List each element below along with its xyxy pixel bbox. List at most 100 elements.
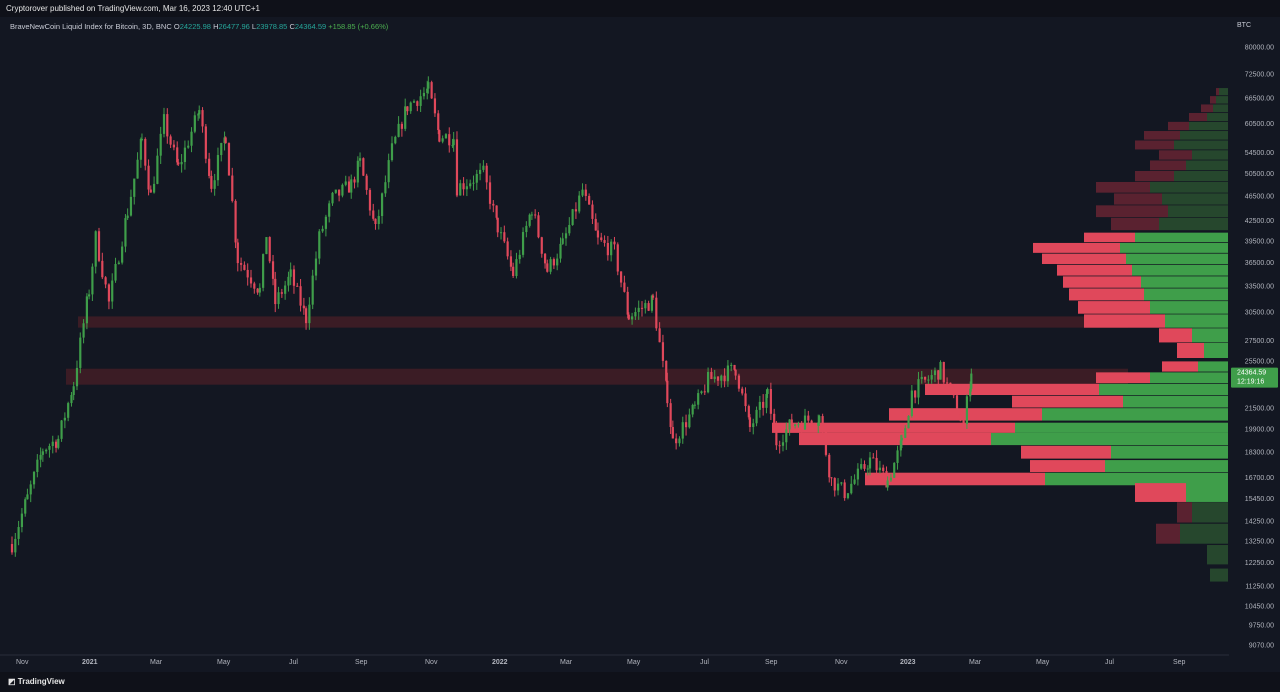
- candle-body: [223, 137, 226, 143]
- candle-body: [962, 420, 965, 425]
- candle-body: [124, 218, 127, 247]
- candle-body: [412, 101, 416, 103]
- candle-body: [234, 200, 237, 243]
- candle-body: [875, 457, 878, 471]
- candle-body: [243, 264, 246, 270]
- candle-body: [372, 210, 375, 219]
- candle-body: [515, 259, 518, 276]
- candle-body: [552, 259, 555, 266]
- candle-body: [41, 451, 44, 455]
- candle-body: [198, 110, 201, 115]
- candle-body: [836, 483, 840, 491]
- candle-body: [227, 143, 231, 176]
- candle-body: [619, 271, 623, 283]
- price-tick-label: 27500.00: [1245, 338, 1274, 345]
- candle-body: [923, 376, 927, 380]
- price-chart[interactable]: BTC 80000.00 72500.00 66500.00 60500.00 54500…: [0, 17, 1280, 672]
- candle-body: [556, 258, 559, 266]
- time-tick-label: May: [627, 659, 641, 666]
- candle-body: [139, 139, 142, 160]
- price-tick-label: 50500.00: [1245, 171, 1274, 178]
- candle-body: [32, 471, 36, 485]
- candle-body: [584, 189, 587, 196]
- candle-body: [177, 162, 180, 165]
- candle-body: [910, 390, 913, 416]
- candle-body: [634, 311, 637, 317]
- candle-body: [374, 218, 377, 225]
- volume-profile-up-bar: [1105, 460, 1228, 473]
- candle-body: [571, 209, 574, 225]
- candle-body: [236, 242, 239, 264]
- candle-body: [688, 414, 691, 428]
- time-tick-label: Sep: [765, 659, 778, 666]
- candle-body: [51, 441, 54, 447]
- candle-body: [75, 367, 79, 387]
- candle-body: [308, 304, 311, 324]
- candle-body: [54, 441, 58, 448]
- candle-body: [321, 228, 324, 232]
- chart-area[interactable]: BTC 80000.00 72500.00 66500.00 60500.00 54500…: [0, 17, 1280, 672]
- volume-profile-down-bar: [925, 383, 1099, 396]
- change-value: +158.85 (+0.66%): [328, 22, 389, 31]
- candle-body: [36, 459, 39, 472]
- price-tick-label: 33500.00: [1245, 284, 1274, 291]
- candle-body: [785, 429, 788, 443]
- tradingview-logo[interactable]: ◩ TradingView: [8, 672, 65, 692]
- candle-body: [846, 493, 850, 499]
- time-tick-label: May: [1036, 659, 1050, 666]
- open-value: 24225.98: [179, 22, 211, 31]
- volume-profile-down-bar: [1084, 232, 1135, 243]
- candle-body: [368, 189, 372, 211]
- candle-body: [650, 295, 654, 311]
- price-tick-label: 10450.00: [1245, 604, 1274, 611]
- volume-profile-down-bar: [1096, 181, 1150, 193]
- volume-profile-down-bar: [799, 432, 991, 446]
- price-tick-label: 72500.00: [1245, 72, 1274, 79]
- volume-profile-up-bar: [1192, 328, 1228, 343]
- candle-body: [720, 375, 723, 381]
- candle-body: [91, 266, 94, 295]
- candle-body: [893, 462, 896, 478]
- candle-body: [249, 277, 253, 284]
- candle-body: [63, 417, 66, 421]
- candle-body: [606, 242, 609, 256]
- currency-label: BTC: [1237, 22, 1251, 29]
- candle-body: [568, 224, 571, 234]
- resistance-zones: [66, 316, 1128, 385]
- candle-body: [726, 365, 730, 382]
- candle-body: [438, 130, 441, 142]
- candle-body: [220, 142, 223, 156]
- candle-body: [899, 440, 902, 451]
- candle-body: [559, 243, 562, 259]
- candle-body: [613, 241, 616, 245]
- candle-body: [681, 422, 684, 439]
- candle-body: [949, 382, 952, 388]
- candle-body: [478, 169, 482, 174]
- candle-body: [528, 214, 531, 226]
- time-tick-label: Nov: [16, 659, 29, 666]
- time-tick-label: Sep: [355, 659, 368, 666]
- candle-body: [111, 280, 114, 302]
- candle-body: [274, 278, 277, 305]
- candle-body: [465, 186, 468, 190]
- candle-body: [216, 155, 220, 181]
- candle-body: [930, 375, 933, 380]
- volume-profile-down-bar: [1210, 96, 1216, 104]
- candle-body: [525, 225, 528, 233]
- volume-profile-down-bar: [1216, 88, 1219, 96]
- candle-body: [258, 287, 261, 293]
- candle-body: [863, 464, 866, 469]
- candle-body: [427, 82, 430, 89]
- price-tick-label: 16700.00: [1245, 475, 1274, 482]
- volume-profile: [772, 88, 1228, 582]
- candle-body: [204, 126, 207, 159]
- candle-body: [448, 134, 451, 146]
- candle-body: [406, 106, 409, 112]
- symbol-name: BraveNewCoin Liquid Index for Bitcoin, 3…: [10, 22, 172, 31]
- candle-body: [824, 431, 828, 455]
- volume-profile-up-bar: [991, 432, 1228, 446]
- volume-profile-up-bar: [1207, 113, 1228, 122]
- candle-body: [452, 139, 455, 146]
- candle-body: [684, 422, 688, 428]
- candle-body: [499, 232, 503, 234]
